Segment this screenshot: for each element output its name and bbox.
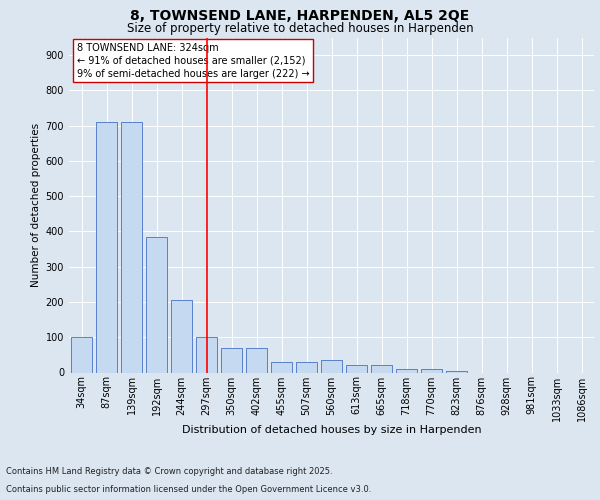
X-axis label: Distribution of detached houses by size in Harpenden: Distribution of detached houses by size … <box>182 424 481 434</box>
Text: Size of property relative to detached houses in Harpenden: Size of property relative to detached ho… <box>127 22 473 35</box>
Bar <box>321 360 342 372</box>
Bar <box>71 337 92 372</box>
Text: Contains HM Land Registry data © Crown copyright and database right 2025.: Contains HM Land Registry data © Crown c… <box>6 467 332 476</box>
Bar <box>396 369 417 372</box>
Bar <box>171 300 192 372</box>
Text: Contains public sector information licensed under the Open Government Licence v3: Contains public sector information licen… <box>6 485 371 494</box>
Text: 8 TOWNSEND LANE: 324sqm
← 91% of detached houses are smaller (2,152)
9% of semi-: 8 TOWNSEND LANE: 324sqm ← 91% of detache… <box>77 42 310 79</box>
Bar <box>371 366 392 372</box>
Bar <box>346 366 367 372</box>
Bar <box>196 337 217 372</box>
Bar <box>296 362 317 372</box>
Bar <box>446 370 467 372</box>
Bar <box>271 362 292 372</box>
Bar <box>146 236 167 372</box>
Bar <box>96 122 117 372</box>
Bar <box>246 348 267 372</box>
Text: 8, TOWNSEND LANE, HARPENDEN, AL5 2QE: 8, TOWNSEND LANE, HARPENDEN, AL5 2QE <box>130 9 470 23</box>
Bar <box>121 122 142 372</box>
Y-axis label: Number of detached properties: Number of detached properties <box>31 123 41 287</box>
Bar <box>221 348 242 372</box>
Bar <box>421 369 442 372</box>
